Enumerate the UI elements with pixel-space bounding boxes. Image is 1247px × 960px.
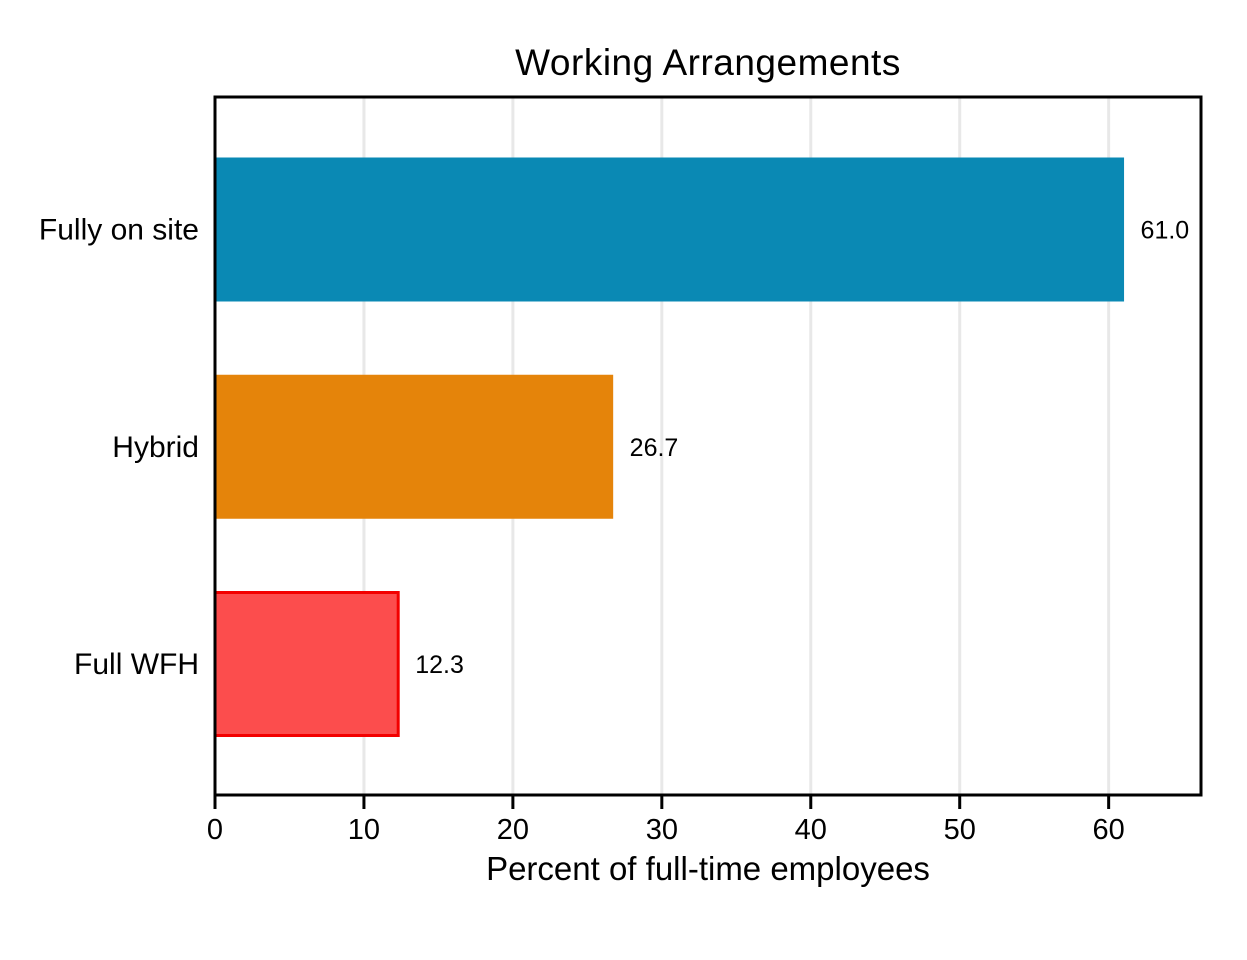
bar-fully-on-site <box>214 157 1125 302</box>
category-label-hybrid: Hybrid <box>112 431 199 464</box>
tick-label-x-40: 40 <box>795 814 827 846</box>
value-label-full-wfh: 12.3 <box>415 651 464 679</box>
category-label-fully-on-site: Fully on site <box>39 214 199 247</box>
tick-label-x-50: 50 <box>944 814 976 846</box>
value-label-fully-on-site: 61.0 <box>1141 217 1190 245</box>
category-label-full-wfh: Full WFH <box>74 648 199 681</box>
x-axis-label: Percent of full-time employees <box>486 850 930 887</box>
tick-label-x-10: 10 <box>348 814 380 846</box>
tick-label-x-20: 20 <box>497 814 529 846</box>
bar-full-wfh <box>213 591 400 737</box>
bar-hybrid <box>214 374 614 519</box>
value-label-hybrid: 26.7 <box>630 434 679 462</box>
tick-label-x-30: 30 <box>646 814 678 846</box>
tick-label-x-60: 60 <box>1093 814 1125 846</box>
plot-frame <box>213 95 1203 797</box>
tick-label-x-0: 0 <box>207 814 223 846</box>
chart-title: Working Arrangements <box>515 42 901 83</box>
